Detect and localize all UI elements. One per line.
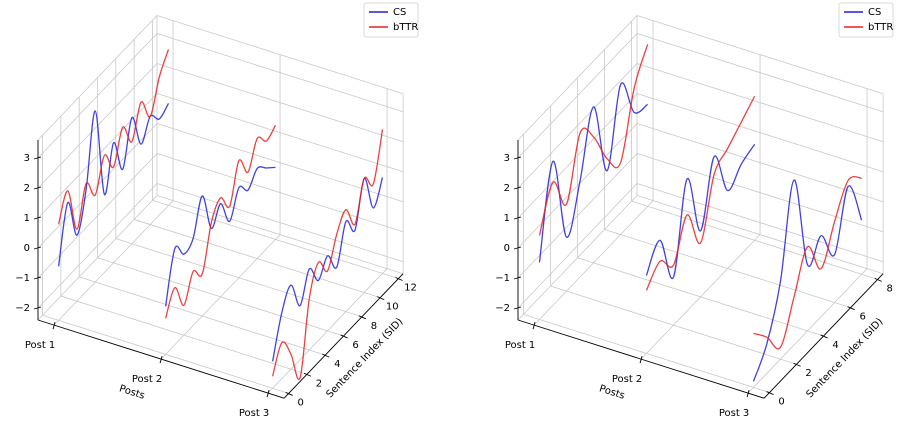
z-tick-label: 0 <box>504 243 510 254</box>
x-tick-label: 4 <box>334 359 340 370</box>
category-axis-label: Posts <box>118 383 146 401</box>
grid-line <box>160 234 281 360</box>
x-tick <box>303 372 312 377</box>
data-line <box>538 44 649 236</box>
z-tick <box>33 306 42 310</box>
x-tick-label: 2 <box>316 378 322 389</box>
x-tick <box>793 362 801 367</box>
x-tick <box>358 315 367 320</box>
z-tick-label: 2 <box>24 183 30 194</box>
x-tick-label: 2 <box>805 368 811 379</box>
data-line <box>271 177 384 362</box>
category-tick <box>639 355 643 364</box>
category-tick-label: Post 3 <box>719 408 749 419</box>
x-tick-label: 6 <box>352 340 358 351</box>
category-axis <box>517 319 765 399</box>
z-tick-label: −2 <box>495 303 510 314</box>
category-axis-label: Posts <box>598 383 626 401</box>
data-line <box>752 179 863 382</box>
x-tick <box>395 277 403 281</box>
grid-line <box>533 200 654 326</box>
x-axis <box>763 273 884 399</box>
grid-line <box>267 268 388 394</box>
data-line <box>645 95 756 291</box>
data-line <box>164 166 276 307</box>
z-tick <box>33 276 42 280</box>
x-tick-label: 10 <box>386 302 399 313</box>
z-tick-label: 0 <box>24 243 30 254</box>
x-tick <box>874 277 882 282</box>
z-tick <box>513 306 522 310</box>
x-tick-label: 6 <box>859 312 865 323</box>
data-line <box>645 143 756 280</box>
data-line <box>538 82 649 263</box>
z-tick-label: 1 <box>504 213 510 224</box>
category-tick <box>266 389 270 398</box>
x-axis-label: Sentence Index (SID) <box>805 316 886 400</box>
z-tick-label: 3 <box>504 153 510 164</box>
z-tick-label: −2 <box>15 303 30 314</box>
data-line <box>57 103 170 267</box>
category-tick <box>159 355 163 364</box>
x-tick <box>820 334 828 339</box>
category-tick-label: Post 2 <box>132 374 162 385</box>
data-line <box>753 176 862 350</box>
legend-label: bTTR <box>393 22 418 33</box>
x-tick <box>340 334 348 339</box>
category-tick-label: Post 1 <box>25 340 55 351</box>
data-line <box>272 129 384 381</box>
category-axis <box>37 319 285 399</box>
z-tick <box>33 246 42 250</box>
grid-line <box>640 234 761 360</box>
z-tick <box>513 276 522 280</box>
x-tick <box>285 391 293 396</box>
z-tick-label: 3 <box>24 153 30 164</box>
z-tick <box>33 156 42 160</box>
category-tick-label: Post 3 <box>239 408 269 419</box>
legend: CS bTTR <box>838 2 894 38</box>
subplot: −2 −1 0 1 2 3 0 2 4 6 8 Post 1 Post 2 Post 3 Posts Sent… <box>495 2 894 419</box>
z-tick <box>513 156 522 160</box>
grid-line <box>747 268 868 394</box>
data-line <box>58 49 170 230</box>
category-tick <box>532 321 536 330</box>
x-tick <box>322 353 330 358</box>
x-tick <box>377 296 385 301</box>
x-tick <box>847 306 855 311</box>
z-tick <box>513 216 522 220</box>
category-tick-label: Post 1 <box>505 340 535 351</box>
legend-label: CS <box>868 7 881 18</box>
x-tick-label: 4 <box>832 340 838 351</box>
category-tick <box>746 389 750 398</box>
grid-line <box>53 200 174 326</box>
x-axis <box>283 273 404 399</box>
z-tick-label: −1 <box>15 273 30 284</box>
legend: CS bTTR <box>363 2 419 38</box>
z-tick <box>33 216 42 220</box>
x-tick-label: 8 <box>887 283 893 294</box>
x-tick <box>766 391 774 395</box>
z-tick <box>513 186 522 190</box>
x-tick-label: 8 <box>371 321 377 332</box>
category-tick-label: Post 2 <box>612 374 642 385</box>
x-tick-label: 0 <box>778 397 784 408</box>
category-tick <box>52 321 56 330</box>
legend-label: bTTR <box>868 22 893 33</box>
z-tick-label: 2 <box>504 183 510 194</box>
legend-label: CS <box>393 7 406 18</box>
z-tick <box>513 246 522 250</box>
x-tick-label: 12 <box>404 282 417 293</box>
z-tick <box>33 186 42 190</box>
z-tick-label: −1 <box>495 273 510 284</box>
z-tick-label: 1 <box>24 213 30 224</box>
data-line <box>165 125 277 319</box>
x-tick-label: 0 <box>297 397 303 408</box>
